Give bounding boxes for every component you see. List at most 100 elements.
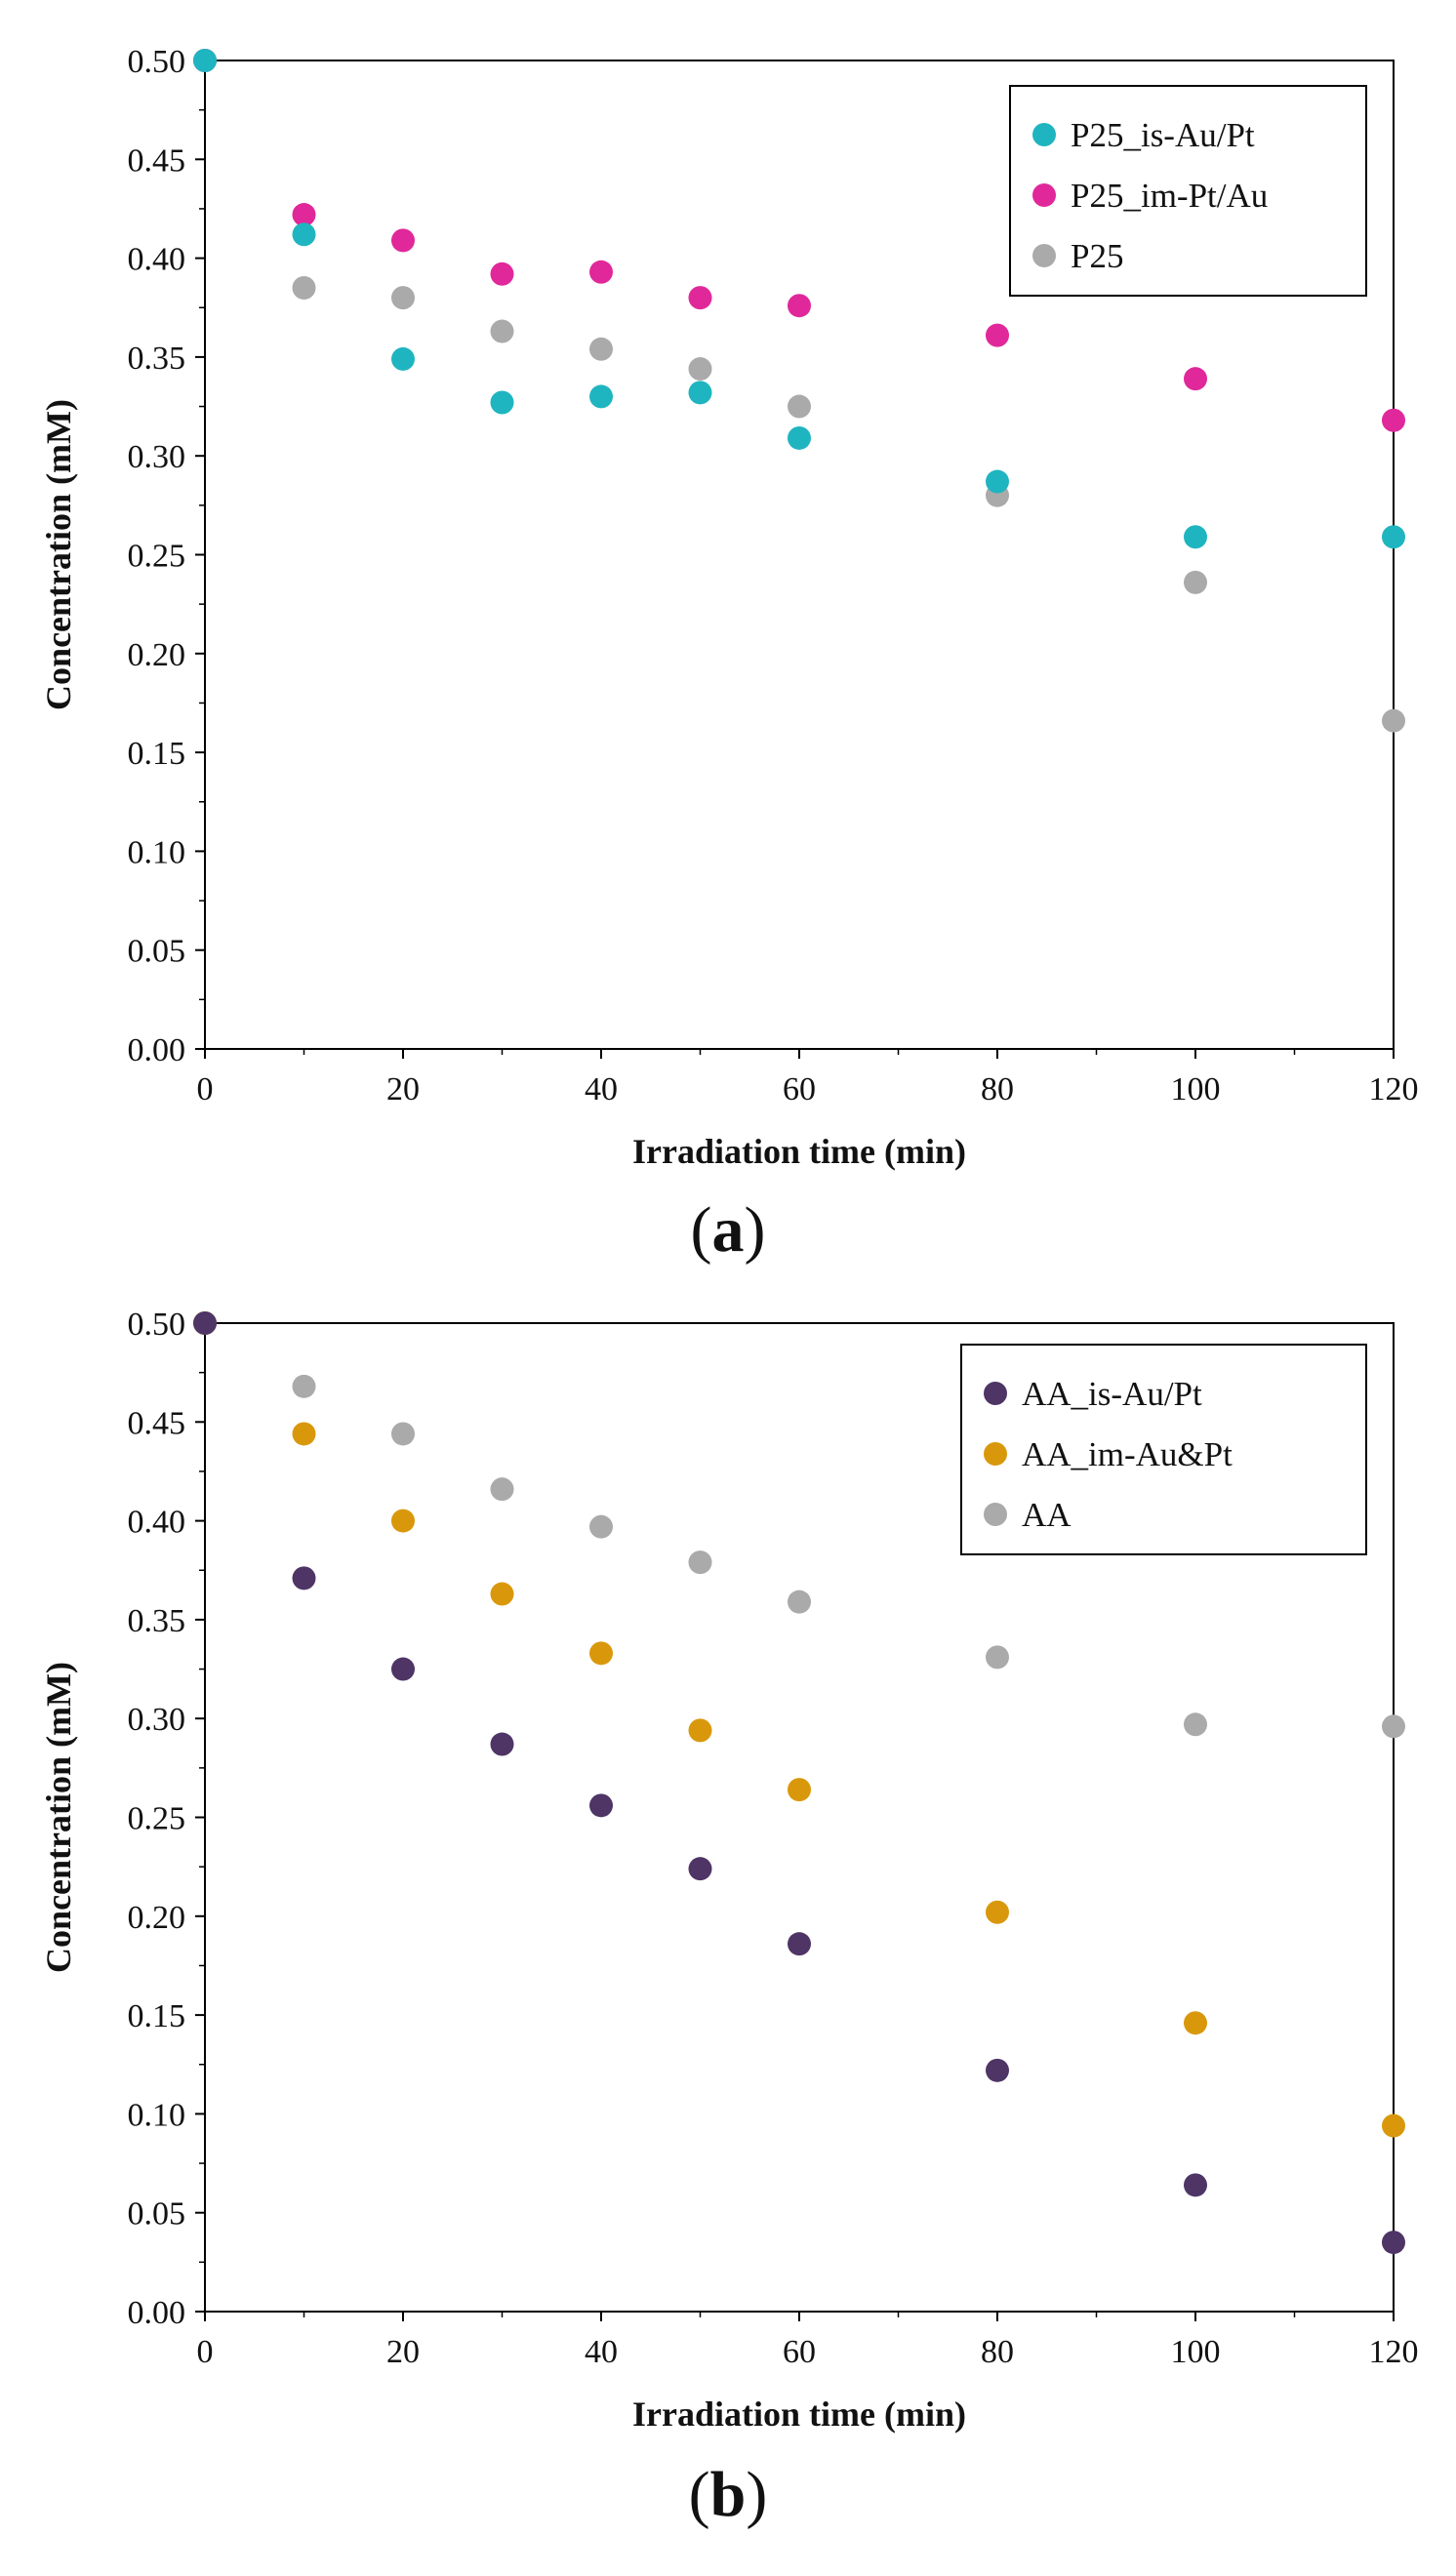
data-point-p25: [391, 286, 415, 310]
data-point-p25-is-au-pt: [788, 425, 811, 450]
legend-label: P25_im-Pt/Au: [1071, 177, 1268, 215]
y-tick-label: 0.40: [128, 1505, 186, 1541]
y-tick-label: 0.00: [128, 2295, 186, 2331]
data-point-p25-is-au-pt: [986, 469, 1009, 494]
data-point-p25-is-au-pt: [490, 390, 514, 415]
y-tick-label: 0.50: [128, 1307, 186, 1343]
data-point-aa-im-au-pt: [1382, 2113, 1405, 2138]
legend-label: AA: [1022, 1496, 1072, 1534]
y-tick-label: 0.35: [128, 1603, 186, 1639]
data-point-aa-is-au-pt: [1382, 2231, 1405, 2255]
data-point-aa-is-au-pt: [490, 1732, 514, 1756]
data-point-aa-im-au-pt: [1184, 2011, 1207, 2035]
data-point-aa: [391, 1422, 415, 1446]
data-point-p25: [1382, 708, 1405, 733]
x-tick-label: 0: [197, 2334, 214, 2370]
data-point-aa-is-au-pt: [292, 1566, 316, 1590]
data-point-p25-is-au-pt: [688, 381, 712, 405]
data-point-aa: [490, 1477, 514, 1502]
y-tick-label: 0.35: [128, 341, 186, 377]
x-tick-label: 60: [783, 1071, 816, 1107]
data-point-aa-im-au-pt: [292, 1422, 316, 1446]
y-tick-label: 0.45: [128, 142, 186, 179]
x-tick-label: 20: [386, 2334, 420, 2370]
data-point-p25-im-pt-au: [589, 260, 613, 284]
y-tick-label: 0.10: [128, 2097, 186, 2133]
data-point-aa-is-au-pt: [788, 1932, 811, 1956]
data-point-p25-im-pt-au: [292, 203, 316, 227]
data-point-p25: [292, 275, 316, 300]
data-point-aa-is-au-pt: [589, 1793, 613, 1818]
data-point-aa-im-au-pt: [788, 1778, 811, 1802]
panel-a: 0.00 0.05 0.10 0.15 0.20 0.25 0.30 0.35 0.40 0.45…: [39, 44, 1419, 1266]
legend-label: P25: [1071, 237, 1123, 275]
y-tick-label: 0.15: [128, 736, 186, 772]
data-point-p25-is-au-pt: [391, 346, 415, 371]
y-tick-label: 0.45: [128, 1405, 186, 1441]
x-tick-label: 80: [981, 2334, 1014, 2370]
data-point-aa: [589, 1514, 613, 1539]
data-point-aa: [688, 1550, 712, 1575]
data-point-aa-im-au-pt: [490, 1582, 514, 1606]
legend-label: AA_im-Au&Pt: [1022, 1435, 1233, 1473]
data-point-aa-is-au-pt: [986, 2058, 1009, 2082]
data-point-p25-is-au-pt: [1184, 525, 1207, 549]
legend-marker: [1032, 244, 1056, 267]
data-point-p25-is-au-pt: [1382, 525, 1405, 549]
data-point-aa-im-au-pt: [589, 1641, 613, 1666]
y-tick-label: 0.00: [128, 1032, 186, 1068]
data-point-p25-is-au-pt: [193, 49, 217, 72]
x-tick-label: 100: [1171, 2334, 1221, 2370]
data-point-aa: [1184, 1712, 1207, 1737]
data-point-aa-is-au-pt: [688, 1857, 712, 1881]
x-tick-label: 40: [585, 1071, 618, 1107]
y-tick-label: 0.25: [128, 1801, 186, 1837]
data-point-p25-im-pt-au: [1382, 408, 1405, 432]
data-point-p25-im-pt-au: [1184, 367, 1207, 391]
y-tick-label: 0.40: [128, 242, 186, 278]
x-tick-label: 60: [783, 2334, 816, 2370]
panel-label: (a): [691, 1194, 766, 1266]
y-axis-title: Concentration (mM): [39, 1662, 78, 1973]
x-tick-label: 100: [1171, 1071, 1221, 1107]
x-axis-title: Irradiation time (min): [632, 1132, 966, 1171]
y-tick-label: 0.20: [128, 637, 186, 673]
data-point-p25: [589, 337, 613, 361]
data-point-p25-im-pt-au: [788, 294, 811, 318]
x-axis-title: Irradiation time (min): [632, 2395, 966, 2434]
data-point-p25: [1184, 570, 1207, 594]
data-point-aa: [292, 1374, 316, 1398]
data-point-p25-im-pt-au: [391, 228, 415, 253]
data-point-p25: [490, 319, 514, 343]
y-tick-label: 0.30: [128, 439, 186, 475]
y-tick-label: 0.05: [128, 2196, 186, 2233]
y-axis-title: Concentration (mM): [39, 399, 78, 710]
data-point-aa-is-au-pt: [193, 1311, 217, 1335]
data-point-p25: [688, 357, 712, 382]
legend-marker: [984, 1382, 1007, 1405]
data-point-aa-is-au-pt: [1184, 2173, 1207, 2197]
data-point-aa-im-au-pt: [391, 1509, 415, 1533]
x-tick-label: 0: [197, 1071, 214, 1107]
legend-marker: [1032, 123, 1056, 146]
legend-marker: [1032, 183, 1056, 207]
y-tick-label: 0.15: [128, 1998, 186, 2034]
data-point-p25-im-pt-au: [490, 262, 514, 286]
data-point-aa-is-au-pt: [391, 1657, 415, 1681]
data-point-p25-im-pt-au: [688, 286, 712, 310]
data-point-p25-im-pt-au: [986, 323, 1009, 347]
legend-label: AA_is-Au/Pt: [1022, 1375, 1202, 1413]
y-tick-label: 0.25: [128, 539, 186, 575]
y-tick-label: 0.30: [128, 1702, 186, 1738]
y-tick-label: 0.50: [128, 44, 186, 80]
data-point-aa: [1382, 1714, 1405, 1739]
legend-label: P25_is-Au/Pt: [1071, 116, 1255, 154]
y-tick-label: 0.05: [128, 934, 186, 970]
legend-marker: [984, 1503, 1007, 1526]
x-tick-label: 120: [1369, 2334, 1419, 2370]
x-tick-label: 40: [585, 2334, 618, 2370]
x-tick-label: 120: [1369, 1071, 1419, 1107]
legend-marker: [984, 1442, 1007, 1466]
data-point-aa: [788, 1590, 811, 1614]
panel-b: 0.00 0.05 0.10 0.15 0.20 0.25 0.30 0.35 0.40 0.45…: [39, 1307, 1419, 2530]
